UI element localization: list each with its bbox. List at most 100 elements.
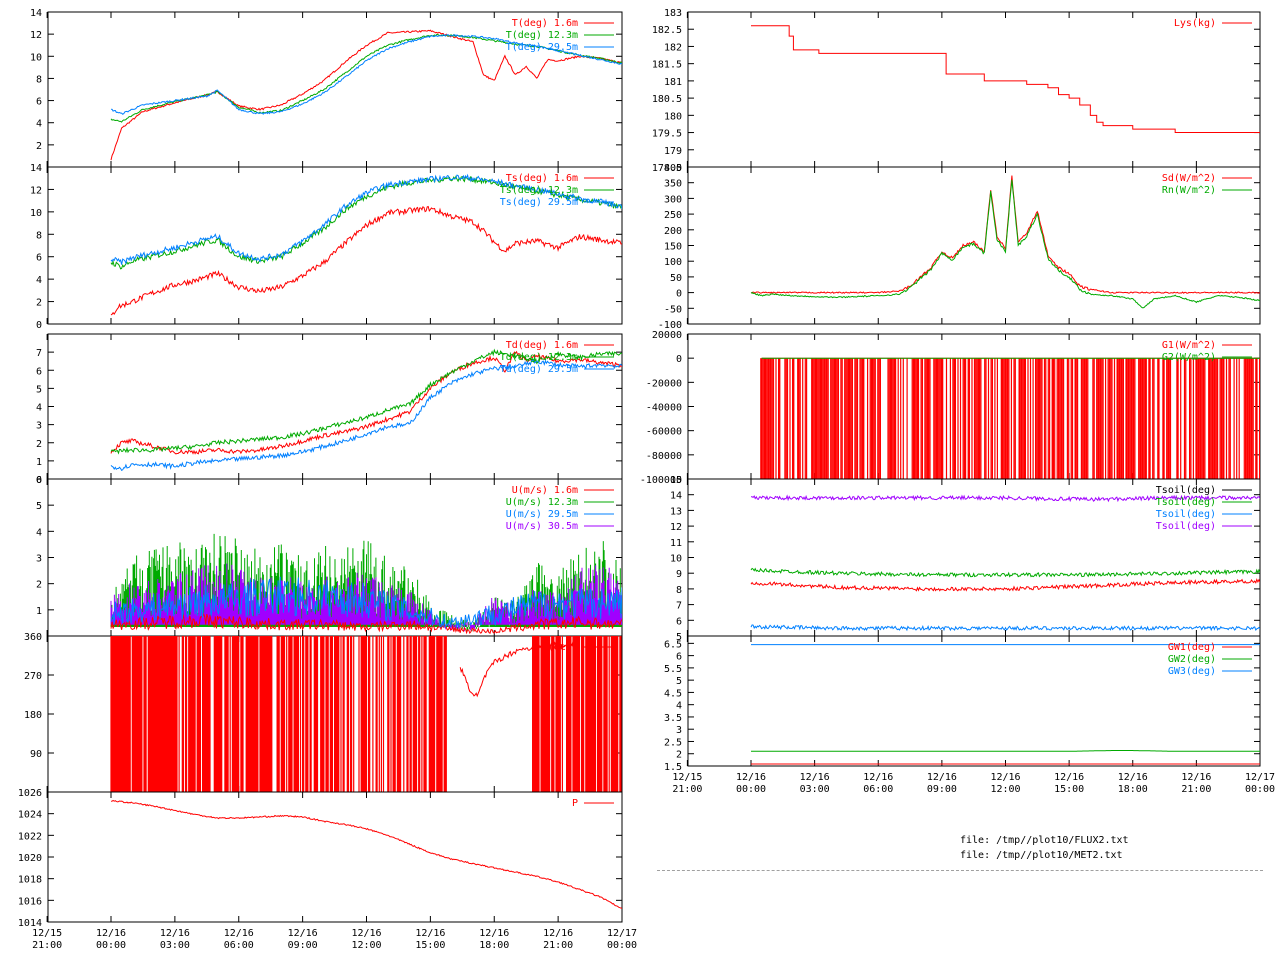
y-tick-label: 100 bbox=[664, 257, 682, 268]
y-tick-label: 1014 bbox=[18, 918, 42, 929]
y-tick-label: 8 bbox=[36, 230, 42, 241]
y-tick-label: 182.5 bbox=[652, 25, 682, 36]
x-tick-label: 03:00 bbox=[800, 784, 830, 795]
y-tick-label: 1018 bbox=[18, 875, 42, 886]
x-tick-label: 12:00 bbox=[351, 940, 381, 951]
x-tick-label: 12/16 bbox=[415, 928, 445, 939]
chart-wind-direction: 90 180 270 360 D(deg) bbox=[24, 632, 623, 793]
legend-label: Lys(kg) bbox=[1174, 18, 1216, 29]
y-tick-label: 10 bbox=[670, 554, 682, 565]
y-tick-label: 180 bbox=[664, 111, 682, 122]
plot-area bbox=[110, 636, 622, 792]
x-tick-label: 06:00 bbox=[224, 940, 254, 951]
y-tick-label: 270 bbox=[24, 671, 42, 682]
x-tick-label: 00:00 bbox=[736, 784, 766, 795]
y-tick-label: 178.5 bbox=[652, 163, 682, 174]
x-tick-label: 15:00 bbox=[1054, 784, 1084, 795]
y-tick-label: 6 bbox=[676, 616, 682, 627]
y-tick-label: 1016 bbox=[18, 896, 42, 907]
y-tick-label: 6.5 bbox=[664, 639, 682, 650]
legend-label: Rn(W/m^2) bbox=[1162, 185, 1216, 196]
y-tick-label: 3 bbox=[676, 725, 682, 736]
x-tick-label: 12/16 bbox=[224, 928, 254, 939]
chart-pressure: 101410161018102010221024102612/1521:0012… bbox=[18, 788, 637, 951]
x-tick-label: 12/16 bbox=[1054, 772, 1084, 783]
x-tick-label: 21:00 bbox=[32, 940, 62, 951]
footer-file-met: file: /tmp//plot10/MET2.txt bbox=[960, 850, 1123, 861]
y-tick-label: 12 bbox=[30, 30, 42, 41]
y-tick-label: 183 bbox=[664, 8, 682, 19]
y-tick-label: 2 bbox=[36, 298, 42, 309]
legend-label: T(deg) 1.6m bbox=[512, 18, 578, 29]
x-tick-label: 12/16 bbox=[160, 928, 190, 939]
legend-label: Td(deg) 1.6m bbox=[506, 340, 578, 351]
x-tick-label: 12/16 bbox=[1118, 772, 1148, 783]
legend-label: GW2(deg) bbox=[1168, 654, 1216, 665]
x-tick-label: 12/16 bbox=[479, 928, 509, 939]
wind-direction-bars bbox=[110, 636, 622, 792]
y-tick-label: 1 bbox=[36, 606, 42, 617]
series-line bbox=[110, 799, 622, 909]
x-tick-label: 21:00 bbox=[543, 940, 573, 951]
y-tick-label: -80000 bbox=[646, 451, 682, 462]
y-tick-label: 15 bbox=[670, 475, 682, 486]
soil-heat-flux-bars bbox=[760, 358, 1260, 479]
y-tick-label: 2.5 bbox=[664, 737, 682, 748]
x-tick-label: 00:00 bbox=[96, 940, 126, 951]
x-tick-label: 18:00 bbox=[1118, 784, 1148, 795]
y-tick-label: 10 bbox=[30, 52, 42, 63]
plot-area bbox=[110, 799, 622, 909]
y-tick-label: 4 bbox=[36, 119, 42, 130]
series-line bbox=[750, 494, 1260, 503]
y-tick-label: -50 bbox=[664, 304, 682, 315]
y-tick-label: 1022 bbox=[18, 831, 42, 842]
legend-label: D(deg) bbox=[542, 642, 578, 653]
x-tick-label: 12/16 bbox=[96, 928, 126, 939]
legend-label: Tsoil(deg) bbox=[1156, 497, 1216, 508]
y-tick-label: 0 bbox=[676, 289, 682, 300]
series-line bbox=[110, 359, 622, 471]
y-tick-label: 14 bbox=[670, 491, 682, 502]
y-tick-label: 180 bbox=[24, 710, 42, 721]
y-tick-label: 5 bbox=[36, 501, 42, 512]
y-tick-label: 4 bbox=[36, 527, 42, 538]
y-tick-label: 9 bbox=[676, 569, 682, 580]
x-tick-label: 12/16 bbox=[351, 928, 381, 939]
y-tick-label: 3 bbox=[36, 554, 42, 565]
x-tick-label: 15:00 bbox=[415, 940, 445, 951]
y-tick-label: 200 bbox=[664, 226, 682, 237]
legend-label: U(m/s) 12.3m bbox=[506, 497, 578, 508]
y-tick-label: 2 bbox=[36, 580, 42, 591]
series-line bbox=[751, 750, 1260, 752]
y-tick-label: 360 bbox=[24, 632, 42, 643]
footer-file-flux: file: /tmp//plot10/FLUX2.txt bbox=[960, 835, 1129, 846]
legend-label: U(m/s) 29.5m bbox=[506, 509, 578, 520]
legend-label: Tsoil(deg) bbox=[1156, 521, 1216, 532]
plot-area bbox=[751, 25, 1260, 134]
y-tick-label: 90 bbox=[30, 749, 42, 760]
y-tick-label: 1026 bbox=[18, 788, 42, 799]
y-tick-label: 20000 bbox=[652, 330, 682, 341]
plot-area bbox=[760, 357, 1260, 479]
y-tick-label: 180.5 bbox=[652, 94, 682, 105]
y-tick-label: 1024 bbox=[18, 810, 42, 821]
x-tick-label: 21:00 bbox=[672, 784, 702, 795]
legend-label: P bbox=[572, 798, 578, 809]
chart-radiation: -100 -50 0 50 100 150 200 250 300 350 400 Sd(W/m^2)… bbox=[658, 163, 1261, 331]
y-tick-label: 6 bbox=[36, 475, 42, 486]
x-tick-label: 12/16 bbox=[288, 928, 318, 939]
plot-area bbox=[751, 644, 1260, 765]
chart-wind-speed: 1 2 3 4 5 6 U(m/s) 1.6mU(m/s) 12.3mU(m/s) 29.5… bbox=[36, 475, 623, 637]
legend-label: Td(deg) 29.5m bbox=[500, 364, 578, 375]
series-line bbox=[750, 578, 1260, 592]
y-tick-label: 5 bbox=[36, 384, 42, 395]
legend-label: Td(deg) 12.3m bbox=[500, 352, 578, 363]
y-tick-label: 4.5 bbox=[664, 688, 682, 699]
y-tick-label: 6 bbox=[36, 366, 42, 377]
y-tick-label: 5 bbox=[676, 676, 682, 687]
x-tick-label: 12/16 bbox=[927, 772, 957, 783]
x-tick-label: 00:00 bbox=[607, 940, 637, 951]
x-tick-label: 00:00 bbox=[1245, 784, 1275, 795]
x-tick-label: 12:00 bbox=[990, 784, 1020, 795]
x-tick-label: 21:00 bbox=[1181, 784, 1211, 795]
